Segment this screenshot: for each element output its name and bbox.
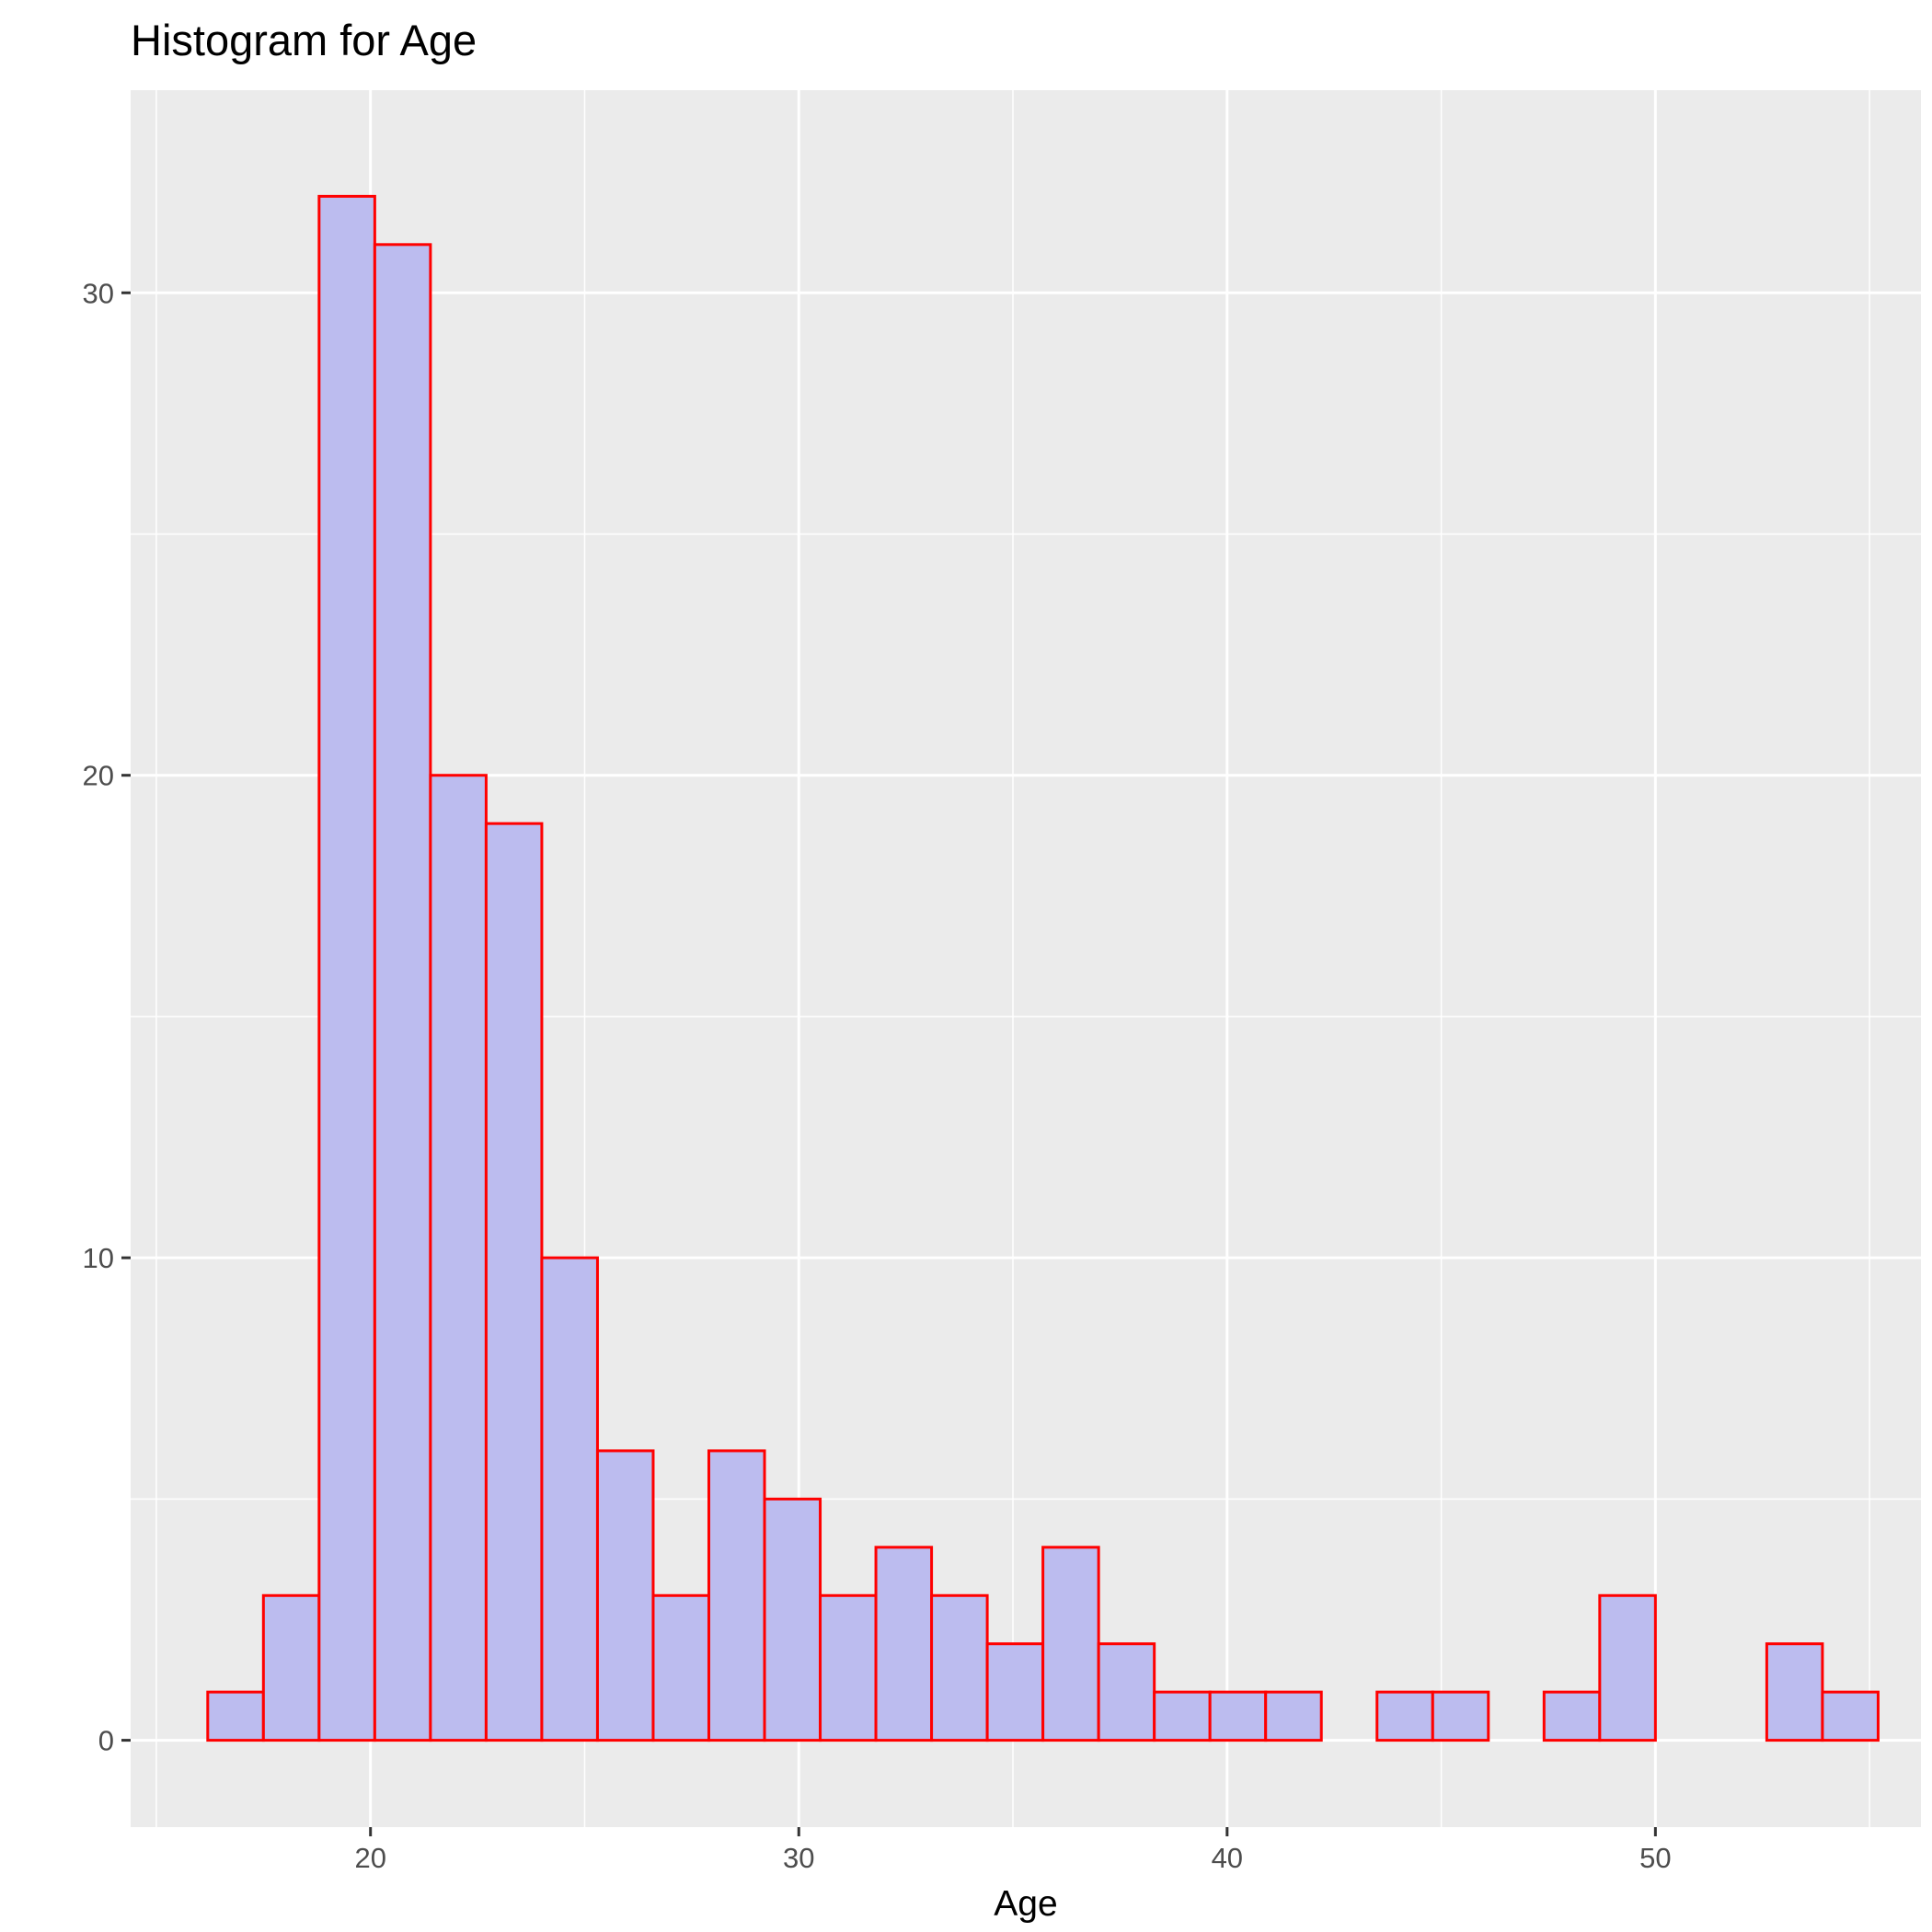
histogram-bar [1097,1642,1156,1742]
histogram-bar [317,194,376,1742]
histogram-bar [1431,1690,1490,1742]
bar-layer [206,194,1880,1742]
histogram-bar [1765,1642,1824,1742]
histogram-bar [819,1593,878,1742]
histogram-bar [206,1690,265,1742]
histogram-bar [1041,1546,1100,1742]
y-tick-label: 20 [83,760,114,792]
histogram-bar [261,1593,321,1742]
histogram-bar [540,1256,599,1742]
x-tick-label: 20 [354,1842,385,1874]
histogram-bar [930,1593,989,1742]
histogram-bar [651,1593,710,1742]
histogram-bar [595,1449,655,1742]
axis-layer: 0 10 20 30 20 30 40 50 [83,277,1672,1874]
x-tick-label: 30 [783,1842,814,1874]
chart-title: Histogram for Age [131,16,477,64]
histogram-bar [429,774,488,1742]
y-tick-label: 10 [83,1242,114,1274]
y-tick-label: 0 [98,1725,114,1757]
histogram-bar [1598,1593,1657,1742]
histogram-bar [763,1497,822,1742]
histogram-bar [1821,1690,1880,1742]
x-axis-title: Age [994,1884,1057,1924]
histogram-bar [1153,1690,1212,1742]
histogram-bar [484,822,544,1742]
histogram-bar [373,243,432,1742]
x-tick-label: 50 [1639,1842,1671,1874]
histogram-bar [985,1642,1045,1742]
histogram-bar [1542,1690,1602,1742]
histogram-bar [1375,1690,1434,1742]
histogram-bar [707,1449,766,1742]
histogram-bar [874,1546,934,1742]
histogram-bar [1208,1690,1268,1742]
x-tick-label: 40 [1212,1842,1243,1874]
y-tick-label: 30 [83,277,114,309]
histogram-bar [1264,1690,1323,1742]
